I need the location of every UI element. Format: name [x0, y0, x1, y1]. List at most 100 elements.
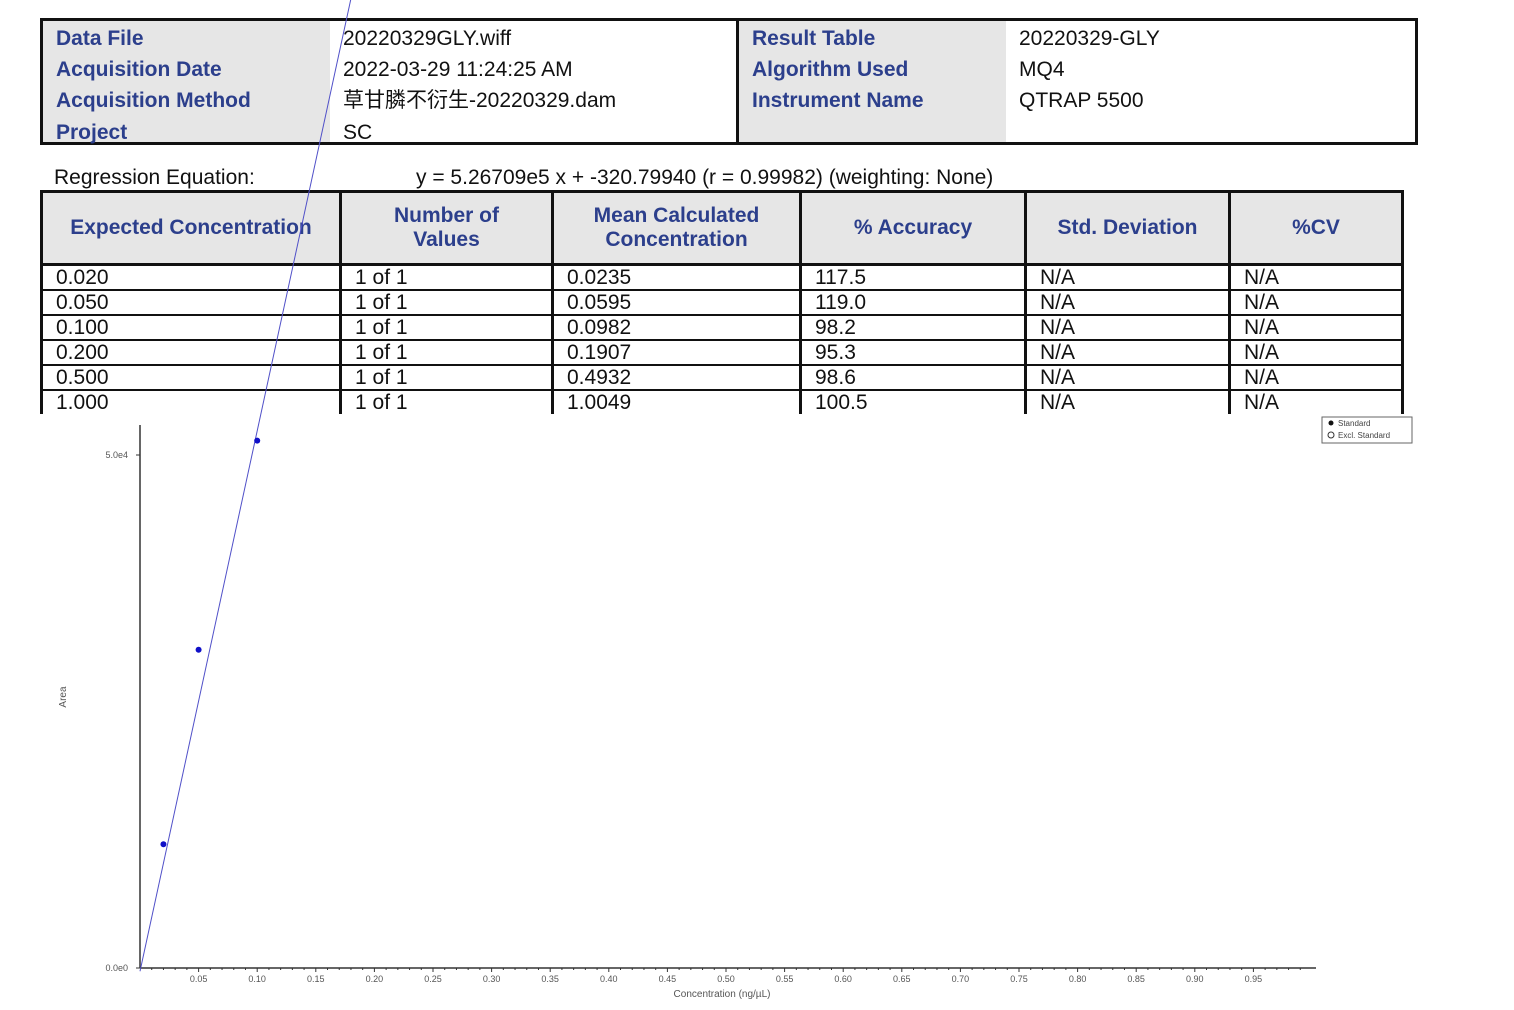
table-row: 0.500 1 of 1 0.4932 98.6 N/A N/A — [40, 365, 1404, 391]
table-cell: 0.0235 — [551, 264, 802, 291]
header-stddev: Std. Deviation — [1024, 190, 1231, 266]
regression-label: Regression Equation: — [54, 166, 255, 189]
x-tick-label: 0.05 — [190, 974, 208, 984]
acquisition-method-value: 草甘膦不衍生-20220329.dam — [343, 89, 617, 112]
x-tick-label: 0.90 — [1186, 974, 1204, 984]
x-tick-label: 0.55 — [776, 974, 794, 984]
info-values-left: 20220329GLY.wiff 2022-03-29 11:24:25 AM … — [330, 21, 736, 144]
table-row: 0.050 1 of 1 0.0595 119.0 N/A N/A — [40, 290, 1404, 316]
acquisition-date-value: 2022-03-29 11:24:25 AM — [343, 58, 573, 81]
sample-info-box: Data File Acquisition Date Acquisition M… — [40, 18, 1418, 145]
x-tick-label: 0.85 — [1127, 974, 1145, 984]
table-cell: 1 of 1 — [339, 264, 554, 291]
legend-excl-standard: Excl. Standard — [1338, 431, 1390, 440]
table-cell: 0.500 — [40, 365, 342, 391]
legend-filled-marker — [1328, 420, 1334, 426]
table-cell: N/A — [1228, 365, 1404, 391]
calibration-table: Expected Concentration Number of Values … — [40, 190, 1404, 414]
header-expected: Expected Concentration — [40, 190, 342, 266]
header-cv: %CV — [1228, 190, 1404, 266]
legend-standard: Standard — [1338, 419, 1370, 428]
x-tick-label: 0.25 — [424, 974, 442, 984]
acquisition-method-label: Acquisition Method — [56, 89, 251, 112]
y-tick-label: 5.0e4 — [105, 450, 128, 460]
regression-equation: y = 5.26709e5 x + -320.79940 (r = 0.9998… — [416, 166, 994, 189]
table-cell: 0.0595 — [551, 290, 802, 316]
table-cell: N/A — [1228, 315, 1404, 341]
header-number: Number of Values — [339, 190, 554, 266]
header-accuracy: % Accuracy — [799, 190, 1027, 266]
legend-box — [1321, 416, 1413, 444]
y-tick-label: 0.0e0 — [105, 963, 128, 973]
table-cell: 0.0982 — [551, 315, 802, 341]
info-labels-right: Result Table Algorithm Used Instrument N… — [739, 21, 1006, 142]
table-cell: N/A — [1228, 290, 1404, 316]
table-cell: N/A — [1024, 315, 1231, 341]
x-tick-label: 0.30 — [483, 974, 501, 984]
table-cell: N/A — [1024, 264, 1231, 291]
table-cell: 1 of 1 — [339, 290, 554, 316]
algorithm-value: MQ4 — [1019, 58, 1065, 81]
table-cell: 0.100 — [40, 315, 342, 341]
info-values-right: 20220329-GLY MQ4 QTRAP 5500 — [1006, 21, 1415, 142]
x-tick-label: 0.70 — [952, 974, 970, 984]
table-cell: N/A — [1024, 390, 1231, 414]
table-cell: 1 of 1 — [339, 365, 554, 391]
table-cell: 98.6 — [799, 365, 1027, 391]
regression-line — [139, 0, 352, 972]
data-point — [160, 841, 167, 848]
table-cell: N/A — [1228, 264, 1404, 291]
x-tick-label: 0.40 — [600, 974, 618, 984]
table-cell: 119.0 — [799, 290, 1027, 316]
table-cell: 0.050 — [40, 290, 342, 316]
table-header-row: Expected Concentration Number of Values … — [40, 190, 1404, 266]
x-tick-label: 0.60 — [834, 974, 852, 984]
x-tick-label: 0.10 — [248, 974, 266, 984]
project-value: SC — [343, 121, 373, 144]
data-file-label: Data File — [56, 27, 144, 50]
table-row: 1.000 1 of 1 1.0049 100.5 N/A N/A — [40, 390, 1404, 414]
x-tick-label: 0.45 — [659, 974, 677, 984]
result-table-value: 20220329-GLY — [1019, 27, 1160, 50]
x-tick-label: 0.35 — [541, 974, 559, 984]
x-tick-label: 0.80 — [1069, 974, 1087, 984]
table-cell: N/A — [1024, 365, 1231, 391]
table-cell: 95.3 — [799, 340, 1027, 366]
acquisition-date-label: Acquisition Date — [56, 58, 222, 81]
table-cell: 117.5 — [799, 264, 1027, 291]
data-point — [254, 437, 261, 444]
table-cell: N/A — [1024, 290, 1231, 316]
table-cell: 1 of 1 — [339, 315, 554, 341]
table-row: 0.100 1 of 1 0.0982 98.2 N/A N/A — [40, 315, 1404, 341]
algorithm-label: Algorithm Used — [752, 58, 909, 81]
data-point — [195, 646, 202, 653]
table-cell: 0.200 — [40, 340, 342, 366]
table-cell: 100.5 — [799, 390, 1027, 414]
header-mean: Mean Calculated Concentration — [551, 190, 802, 266]
table-cell: 1 of 1 — [339, 340, 554, 366]
table-cell: N/A — [1228, 340, 1404, 366]
table-cell: N/A — [1024, 340, 1231, 366]
project-label: Project — [56, 121, 128, 144]
table-cell: 1 of 1 — [339, 390, 554, 414]
info-labels-left: Data File Acquisition Date Acquisition M… — [43, 21, 330, 144]
table-cell: 0.020 — [40, 264, 342, 291]
x-axis-label: Concentration (ng/µL) — [674, 989, 771, 1000]
table-cell: 1.000 — [40, 390, 342, 414]
table-cell: 0.4932 — [551, 365, 802, 391]
table-cell: 1.0049 — [551, 390, 802, 414]
x-tick-label: 0.15 — [307, 974, 325, 984]
table-row: 0.020 1 of 1 0.0235 117.5 N/A N/A — [40, 264, 1404, 291]
table-cell: 98.2 — [799, 315, 1027, 341]
data-file-value: 20220329GLY.wiff — [343, 27, 512, 50]
x-tick-label: 0.20 — [366, 974, 384, 984]
table-cell: N/A — [1228, 390, 1404, 414]
legend-open-marker — [1327, 431, 1335, 439]
instrument-label: Instrument Name — [752, 89, 924, 112]
x-tick-label: 0.50 — [717, 974, 735, 984]
x-tick-label: 0.95 — [1245, 974, 1263, 984]
x-tick-label: 0.65 — [893, 974, 911, 984]
instrument-value: QTRAP 5500 — [1019, 89, 1144, 112]
x-tick-label: 0.75 — [1010, 974, 1028, 984]
